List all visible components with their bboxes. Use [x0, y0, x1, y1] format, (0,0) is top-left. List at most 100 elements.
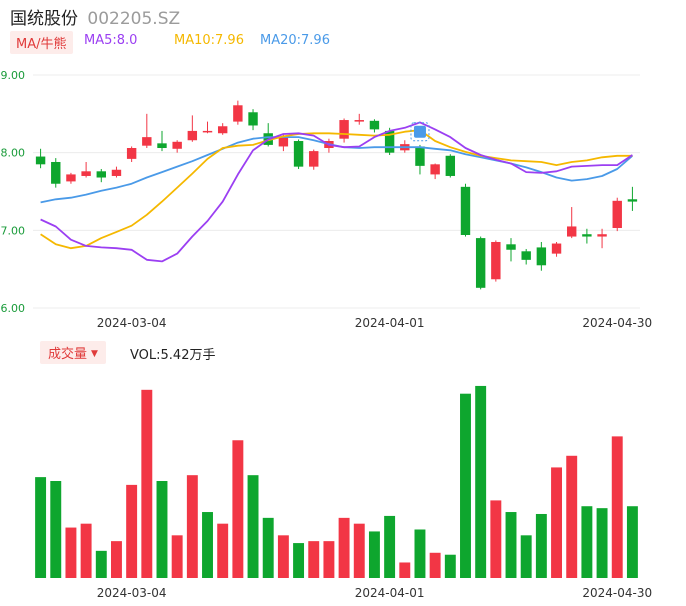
candle-body	[582, 234, 592, 237]
candle-body	[126, 148, 137, 159]
candle-body	[142, 137, 152, 146]
volume-bar	[232, 440, 244, 578]
candle-body	[475, 238, 486, 288]
candle-body	[35, 156, 46, 165]
candle-body	[111, 169, 122, 176]
volume-date-tick-label: 2024-04-30	[582, 586, 652, 600]
volume-bar	[156, 481, 168, 578]
volume-bar	[581, 506, 593, 578]
ma5-line	[40, 121, 633, 263]
volume-bar	[262, 517, 274, 578]
candle-body	[172, 141, 182, 149]
volume-legend: 成交量 ▼ VOL:5.42万手	[40, 341, 215, 364]
candle-body	[51, 161, 61, 184]
volume-bar	[626, 506, 638, 578]
volume-date-axis-labels: 2024-03-04 2024-04-01 2024-04-30	[97, 586, 652, 600]
stock-code: 002205.SZ	[87, 9, 181, 29]
dropdown-caret-icon: ▼	[91, 349, 98, 359]
volume-bar	[596, 508, 608, 578]
volume-bar	[171, 535, 183, 578]
candle-body	[536, 247, 547, 266]
volume-bar	[217, 523, 229, 578]
candle-body	[627, 199, 638, 202]
price-axis-labels: 9.00 8.00 7.00 6.00	[1, 69, 26, 315]
volume-bar	[293, 543, 305, 578]
volume-indicator-label: 成交量	[48, 347, 88, 362]
volume-bar	[110, 541, 122, 578]
stock-title: 国统股份 002205.SZ	[10, 4, 180, 29]
volume-bar	[475, 385, 487, 578]
event-marker[interactable]	[410, 122, 430, 142]
moving-average-lines	[40, 121, 633, 263]
volume-bar	[126, 484, 138, 578]
volume-bar	[535, 513, 547, 578]
volume-bar	[429, 552, 441, 578]
candle-body	[551, 243, 562, 254]
date-axis-labels: 2024-03-04 2024-04-01 2024-04-30	[97, 316, 652, 330]
volume-bar	[444, 554, 456, 578]
candle-body	[248, 112, 258, 126]
volume-bar	[323, 541, 335, 578]
ma10-value: MA10:7.96	[174, 33, 244, 48]
candle-body	[217, 126, 228, 134]
candle-body	[309, 151, 319, 167]
volume-indicator-dropdown[interactable]: 成交量 ▼	[40, 341, 106, 364]
volume-bar	[520, 535, 532, 578]
candle-body	[460, 186, 471, 235]
volume-bars	[35, 385, 638, 578]
candle-body	[339, 120, 349, 139]
volume-bar	[414, 529, 426, 578]
stock-name: 国统股份	[10, 9, 78, 29]
volume-bar	[277, 535, 289, 578]
event-marker-outline	[410, 122, 430, 142]
volume-bar	[353, 523, 365, 578]
event-marker-icon	[413, 125, 426, 138]
volume-bar	[551, 467, 563, 578]
volume-bar	[186, 475, 198, 578]
volume-value: VOL:5.42万手	[130, 348, 216, 363]
candle-body	[491, 241, 501, 280]
volume-bar	[80, 523, 92, 578]
candle-body	[278, 137, 289, 147]
candle-body	[157, 143, 167, 149]
volume-bar	[35, 477, 47, 578]
volume-bar	[50, 481, 62, 578]
volume-bar	[505, 512, 517, 578]
candle-body	[521, 251, 531, 260]
ma5-value: MA5:8.0	[84, 33, 138, 48]
volume-bar	[202, 512, 213, 578]
volume-bar	[399, 562, 411, 578]
volume-bar	[95, 550, 107, 578]
date-tick-label: 2024-03-04	[97, 316, 167, 330]
candle-body	[187, 130, 198, 141]
candlestick-series	[35, 100, 638, 290]
volume-bar	[338, 517, 350, 578]
candle-body	[506, 244, 516, 250]
volume-bar	[460, 393, 471, 578]
kline-grid	[33, 74, 640, 309]
candle-body	[96, 171, 106, 178]
candle-body	[293, 141, 304, 167]
volume-date-tick-label: 2024-04-01	[355, 586, 425, 600]
ma10-line	[40, 129, 633, 250]
price-tick-label: 9.00	[1, 69, 26, 82]
volume-bar	[566, 455, 578, 578]
candle-body	[81, 171, 91, 176]
candle-body	[430, 164, 440, 175]
ma-mode-button[interactable]: MA/牛熊	[10, 31, 73, 54]
price-tick-label: 8.00	[1, 147, 26, 160]
candle-body	[384, 130, 395, 153]
price-tick-label: 7.00	[1, 224, 26, 237]
volume-bar	[308, 541, 320, 578]
volume-bar	[611, 436, 623, 578]
date-tick-label: 2024-04-01	[355, 316, 425, 330]
volume-bar	[384, 515, 396, 578]
candle-body	[354, 120, 364, 122]
candle-body	[369, 120, 380, 130]
candle-body	[597, 234, 607, 237]
volume-bar	[141, 389, 153, 578]
candle-body	[612, 200, 622, 229]
ma-legend: MA/牛熊 MA5:8.0 MA10:7.96 MA20:7.96	[10, 31, 330, 55]
volume-bar	[247, 475, 259, 578]
